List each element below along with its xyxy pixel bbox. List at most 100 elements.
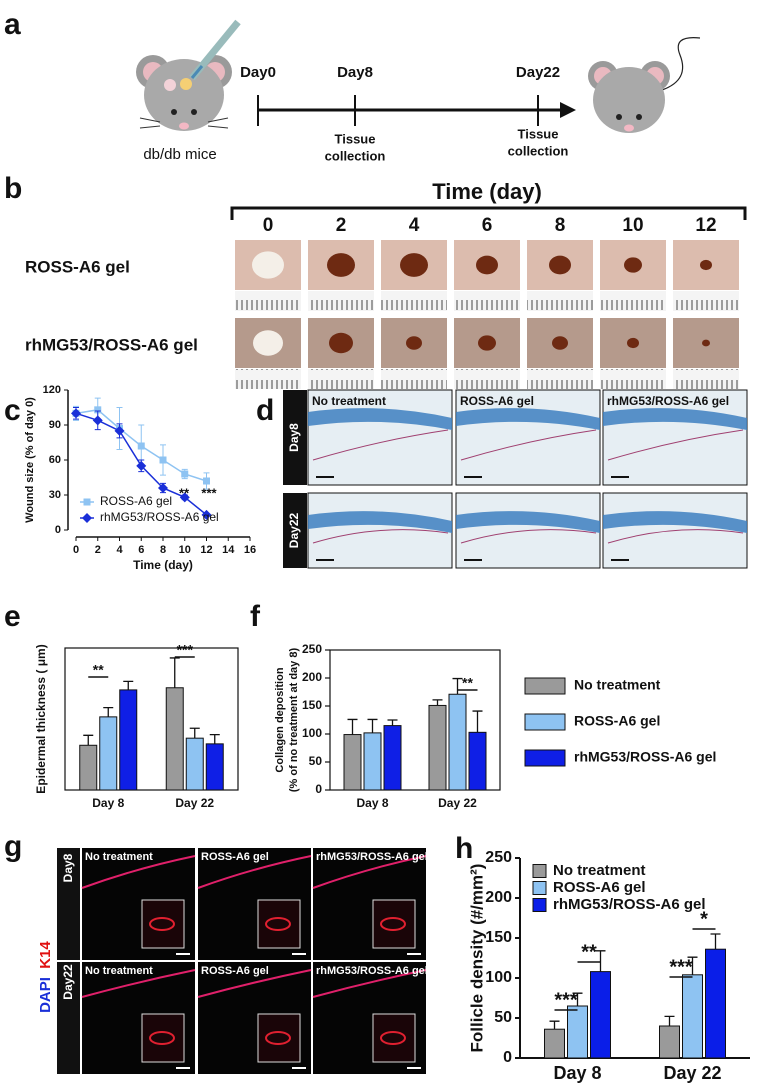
row-label-box (57, 848, 80, 960)
row-label: Day22 (287, 513, 301, 549)
legend-marker (82, 513, 92, 523)
legend-swatch (524, 713, 566, 731)
ruler (235, 291, 301, 311)
day-label: 2 (336, 215, 347, 236)
legend-label: ROSS-A6 gel (100, 494, 172, 508)
x-tick-label: 0 (73, 544, 79, 556)
ruler (600, 291, 666, 311)
inset-box (141, 899, 185, 949)
y-tick-label: 250 (485, 849, 512, 866)
tissue-line (312, 529, 449, 544)
point (136, 460, 147, 471)
error-bar (103, 706, 114, 717)
x-tick-label: Day 8 (553, 1063, 601, 1083)
wound (549, 255, 571, 275)
ruler (454, 291, 520, 311)
legend-marker (83, 498, 91, 506)
error-bar (189, 727, 200, 739)
error-bar (595, 950, 606, 972)
tissue-line (607, 429, 744, 461)
histology-image (602, 389, 748, 486)
tissue-band (456, 511, 600, 533)
follicle-signal (380, 917, 406, 931)
panel-label: h (455, 832, 473, 865)
wound (627, 337, 639, 349)
panel-label: a (4, 8, 21, 41)
wound (327, 253, 355, 277)
event-label: Tissue (335, 131, 376, 146)
panel-label: e (4, 600, 21, 633)
inset-box (372, 1013, 416, 1063)
y-tick-label: 0 (55, 524, 61, 536)
stain-label: DAPI (37, 977, 54, 1013)
bar (343, 734, 362, 791)
column-label: No treatment (312, 394, 386, 408)
y-tick-label: 200 (485, 889, 512, 906)
error-bar (472, 710, 483, 733)
epidermis-signal (312, 855, 427, 889)
wound (702, 339, 710, 347)
point (158, 483, 168, 493)
ruler (308, 369, 374, 389)
error-bar (209, 733, 220, 744)
legend-swatch (532, 864, 547, 878)
tissue-band (308, 511, 452, 533)
day-label: 8 (555, 215, 566, 236)
timepoint-label: Day0 (240, 64, 276, 81)
follicle-signal (149, 917, 175, 931)
legend-label: ROSS-A6 gel (553, 879, 646, 896)
column-label: ROSS-A6 gel (201, 851, 269, 863)
x-tick-label: Day 8 (356, 796, 388, 810)
row-label: Day8 (61, 853, 75, 882)
row-label-box (283, 493, 307, 568)
panel-label: d (256, 394, 274, 427)
legend-label: No treatment (553, 862, 646, 879)
bar (705, 948, 726, 1059)
legend-swatch (532, 881, 547, 895)
y-axis-label: Wound size (% of day 0) (24, 397, 36, 523)
x-tick-label: Day 22 (175, 796, 214, 810)
significance-label: *** (669, 956, 693, 978)
event-label: collection (325, 148, 386, 163)
significance-label: ** (462, 675, 473, 691)
wound (400, 253, 428, 277)
point (201, 509, 212, 520)
legend-label: rhMG53/ROSS-A6 gel (553, 896, 706, 913)
tissue-band (603, 511, 747, 533)
panel-label: g (4, 830, 22, 863)
wound (252, 251, 284, 279)
column-label: rhMG53/ROSS-A6 gel (316, 965, 428, 977)
x-tick-label: 8 (160, 544, 166, 556)
error-bar (687, 956, 698, 975)
bar (165, 687, 184, 791)
tissue-band (308, 408, 452, 430)
epidermis-signal (81, 855, 196, 889)
column-label: ROSS-A6 gel (460, 394, 534, 408)
tissue-line (607, 529, 744, 544)
bar (363, 732, 382, 791)
row-label-box (57, 962, 80, 1074)
bar (590, 971, 611, 1059)
error-bar (387, 719, 398, 726)
error-bar (452, 677, 463, 695)
legend-label: No treatment (574, 677, 661, 693)
significance-label: ** (93, 662, 104, 678)
x-tick-label: Day 22 (438, 796, 477, 810)
panel-label: f (250, 600, 261, 633)
panel-label: c (4, 394, 21, 427)
y-axis-label: Collagen deposition (274, 667, 286, 772)
error-bar (123, 680, 134, 690)
wound (329, 332, 353, 354)
y-tick-label: 150 (485, 929, 512, 946)
x-tick-label: Day 8 (92, 796, 124, 810)
bar (79, 744, 98, 791)
axis-title: Time (day) (432, 179, 542, 204)
timepoint-label: Day8 (337, 64, 373, 81)
column-label: rhMG53/ROSS-A6 gel (607, 394, 729, 408)
wound (406, 336, 422, 350)
y-tick-label: 150 (302, 698, 322, 712)
column-label: rhMG53/ROSS-A6 gel (316, 851, 428, 863)
row-label-box (283, 390, 307, 485)
wound (478, 335, 496, 351)
row-label: Day8 (287, 423, 301, 452)
